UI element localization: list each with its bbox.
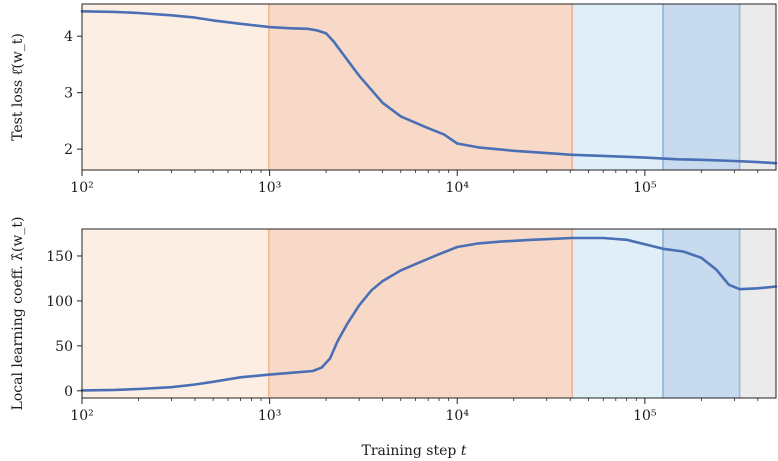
x-tick-label: 10⁵	[633, 408, 657, 424]
stage-band-3	[572, 4, 664, 170]
y-axis-title: Local learning coeff. λ̂(w_t)	[10, 217, 26, 411]
x-tick-label: 10²	[70, 408, 93, 424]
y-tick-label: 150	[46, 249, 73, 265]
stage-band-2	[268, 229, 573, 398]
stage-band-5	[739, 4, 776, 170]
x-tick-label: 10⁴	[446, 408, 470, 424]
y-tick-label: 3	[64, 86, 73, 102]
plot-frame	[81, 3, 777, 171]
stage-band-1	[82, 4, 269, 170]
y-tick-label: 0	[64, 384, 73, 400]
test-loss-panel: 2 3 4 10² 10³ 10⁴ 10⁵ Test loss ℓ̂(w_t)	[10, 3, 778, 196]
x-tick-label: 10²	[70, 180, 93, 196]
y-tick-label: 4	[64, 29, 73, 45]
x-axis-title-text: Training step	[362, 443, 461, 459]
series-line-1	[80, 236, 778, 392]
x-tick-label: 10⁵	[633, 180, 657, 196]
y-tick-label: 100	[46, 294, 73, 310]
x-tick-label: 10⁴	[446, 180, 470, 196]
x-axis-title-variable: t	[461, 443, 467, 459]
y-tick-label: 50	[55, 339, 73, 355]
y-tick-label: 2	[64, 142, 73, 158]
stage-band-4	[663, 4, 740, 170]
stage-band-1	[82, 229, 269, 398]
stage-band-3	[572, 229, 664, 398]
x-axis-title: Training step t	[362, 443, 467, 459]
stage-band-4	[663, 229, 740, 398]
stage-band-5	[739, 229, 776, 398]
y-axis-title: Test loss ℓ̂(w_t)	[10, 33, 26, 141]
x-tick-label: 10³	[258, 408, 281, 424]
llc-panel: 0 50 100 150 10² 10³ 10⁴ 10⁵ Local learning coef…	[10, 217, 778, 424]
plot-frame	[81, 228, 777, 399]
series-line-1	[80, 10, 778, 165]
x-tick-label: 10³	[258, 180, 281, 196]
